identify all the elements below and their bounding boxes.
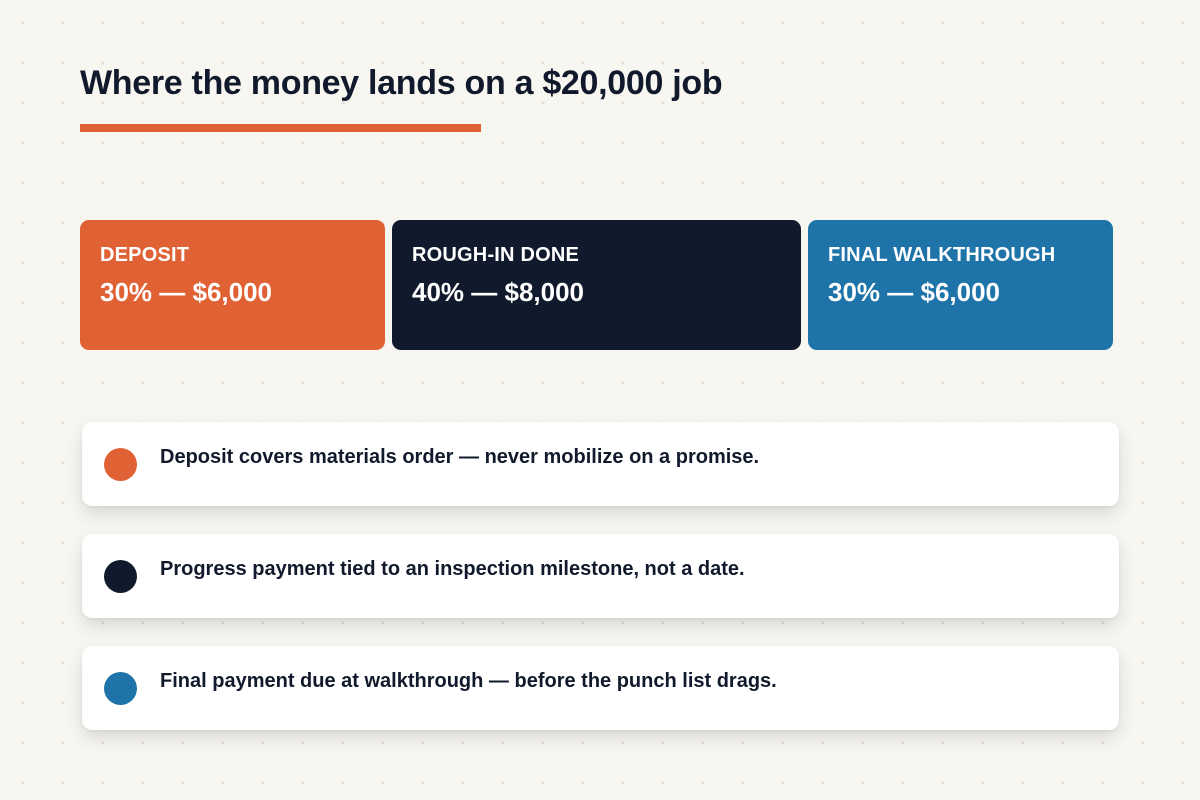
stage-card-deposit: DEPOSIT 30% — $6,000 [80, 220, 385, 350]
title-underline [80, 124, 481, 132]
stage-amount: 40% — $8,000 [412, 277, 585, 307]
stage-label: ROUGH-IN DONE [412, 244, 580, 266]
orange-dot-icon [104, 448, 137, 481]
page-title: Where the money lands on a $20,000 job [80, 64, 723, 102]
stage-card-rough-in: ROUGH-IN DONE 40% — $8,000 [392, 220, 801, 350]
note-card-progress: Progress payment tied to an inspection m… [82, 534, 1119, 618]
note-text: Progress payment tied to an inspection m… [160, 558, 745, 580]
note-text: Final payment due at walkthrough — befor… [160, 670, 777, 692]
note-text: Deposit covers materials order — never m… [160, 446, 760, 468]
navy-dot-icon [104, 560, 137, 593]
stage-label: DEPOSIT [100, 244, 190, 266]
stage-label: FINAL WALKTHROUGH [828, 244, 1056, 266]
note-card-final: Final payment due at walkthrough — befor… [82, 646, 1119, 730]
stage-card-final-walkthrough: FINAL WALKTHROUGH 30% — $6,000 [808, 220, 1113, 350]
stage-amount: 30% — $6,000 [828, 277, 1001, 307]
blue-dot-icon [104, 672, 137, 705]
note-card-deposit: Deposit covers materials order — never m… [82, 422, 1119, 506]
stage-amount: 30% — $6,000 [100, 277, 273, 307]
